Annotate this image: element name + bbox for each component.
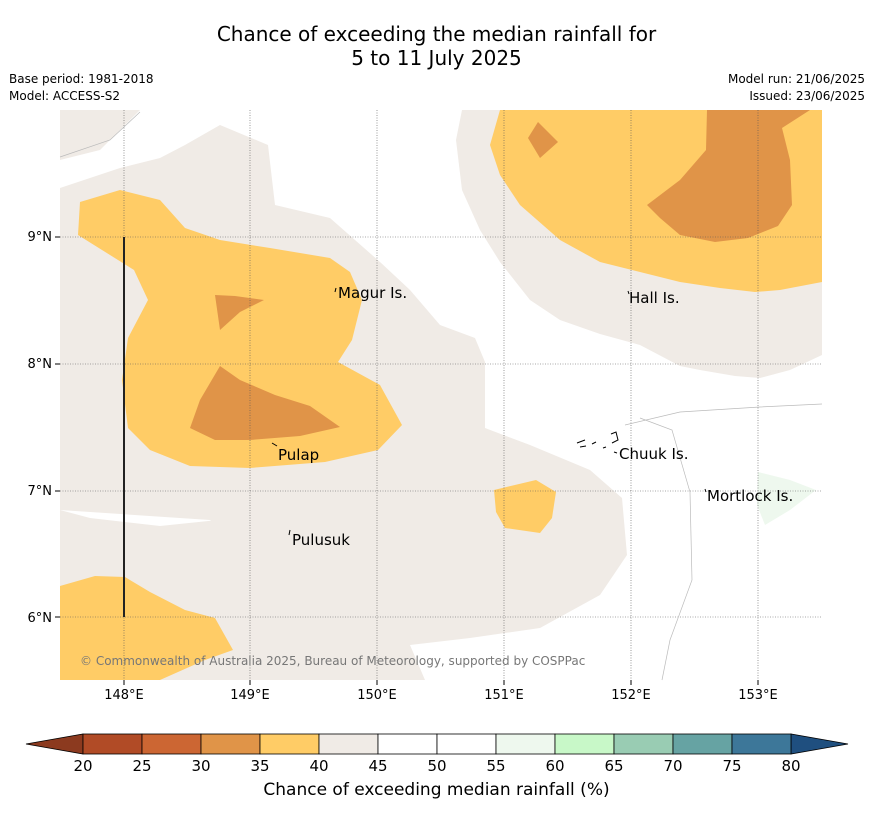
region-55-60-east bbox=[757, 472, 816, 525]
region-30-35-west-a bbox=[215, 295, 264, 330]
colorbar-under-arrow bbox=[25, 733, 84, 755]
region-30-35-west-b bbox=[190, 366, 340, 440]
colorbar-tick-label: 30 bbox=[191, 757, 210, 775]
colorbar-segment bbox=[731, 733, 792, 755]
issued-date: Issued: 23/06/2025 bbox=[749, 89, 865, 103]
lon-label: 149°E bbox=[230, 688, 270, 703]
colorbar-segment bbox=[613, 733, 674, 755]
colorbar-tick-label: 50 bbox=[427, 757, 446, 775]
colorbar-tick-label: 35 bbox=[250, 757, 269, 775]
lat-label: 6°N bbox=[28, 611, 53, 626]
place-hall: Hall Is. bbox=[629, 289, 680, 307]
colorbar-tick-label: 25 bbox=[132, 757, 151, 775]
latitude-labels: 9°N 8°N 7°N 6°N bbox=[28, 230, 53, 626]
lat-label: 8°N bbox=[28, 357, 53, 372]
region-30-35-northeast-a bbox=[528, 122, 558, 158]
colorbar-tick-label: 20 bbox=[73, 757, 92, 775]
colorbar-tick-label: 70 bbox=[663, 757, 682, 775]
region-35-40-west bbox=[78, 190, 402, 468]
longitude-labels: 148°E 149°E 150°E 151°E 152°E 153°E bbox=[104, 688, 778, 703]
model-name: Model: ACCESS-S2 bbox=[9, 89, 121, 103]
lat-label: 7°N bbox=[28, 484, 53, 499]
colorbar-segment bbox=[200, 733, 261, 755]
lon-label: 152°E bbox=[611, 688, 651, 703]
place-pulusuk: Pulusuk bbox=[292, 531, 350, 549]
lon-label: 151°E bbox=[484, 688, 524, 703]
meta-left: Base period: 1981-2018 Model: ACCESS-S2 bbox=[9, 71, 154, 105]
colorbar: 20 25 30 35 40 45 50 55 60 65 70 75 80 bbox=[25, 733, 849, 775]
colorbar-segment bbox=[554, 733, 615, 755]
base-period: Base period: 1981-2018 bbox=[9, 72, 154, 86]
colorbar-tick-label: 55 bbox=[486, 757, 505, 775]
lat-label: 9°N bbox=[28, 230, 53, 245]
colorbar-tick-label: 40 bbox=[309, 757, 328, 775]
colorbar-segment bbox=[495, 733, 556, 755]
colorbar-tick-label: 65 bbox=[604, 757, 623, 775]
latitude-ticks bbox=[55, 236, 60, 618]
colorbar-tick-label: 75 bbox=[722, 757, 741, 775]
colorbar-segment bbox=[377, 733, 438, 755]
map-title: Chance of exceeding the median rainfall … bbox=[0, 22, 873, 70]
island-glyphs bbox=[271, 287, 707, 536]
longitude-ticks bbox=[123, 680, 759, 685]
region-35-40-east bbox=[494, 480, 556, 533]
copyright-notice: © Commonwealth of Australia 2025, Bureau… bbox=[80, 654, 586, 668]
colorbar-segment bbox=[318, 733, 379, 755]
colorbar-segment bbox=[141, 733, 202, 755]
colorbar-tick-label: 60 bbox=[545, 757, 564, 775]
colorbar-tick-label: 45 bbox=[368, 757, 387, 775]
boundary-lines bbox=[59, 111, 823, 681]
region-30-35-northeast-b bbox=[647, 110, 810, 242]
lon-label: 148°E bbox=[104, 688, 144, 703]
model-run: Model run: 21/06/2025 bbox=[727, 72, 865, 86]
place-labels: Magur Is. Hall Is. Pulap Chuuk Is. Mortl… bbox=[278, 284, 793, 549]
place-magur: Magur Is. bbox=[338, 284, 407, 302]
meta-right: Model run: 21/06/2025 Issued: 23/06/2025 bbox=[728, 71, 865, 105]
lon-label: 150°E bbox=[357, 688, 397, 703]
place-mortlock: Mortlock Is. bbox=[707, 487, 793, 505]
colorbar-tick-label: 80 bbox=[781, 757, 800, 775]
title-line-1: Chance of exceeding the median rainfall … bbox=[216, 22, 657, 46]
colorbar-segment bbox=[259, 733, 320, 755]
rainfall-field bbox=[60, 110, 822, 680]
region-40-45-west bbox=[60, 110, 140, 160]
region-35-40-southwest bbox=[60, 576, 233, 680]
colorbar-segment bbox=[436, 733, 497, 755]
colorbar-segment bbox=[672, 733, 733, 755]
colorbar-label: Chance of exceeding median rainfall (%) bbox=[263, 780, 610, 800]
lon-label: 153°E bbox=[738, 688, 778, 703]
title-line-2: 5 to 11 July 2025 bbox=[351, 46, 522, 70]
place-pulap: Pulap bbox=[278, 446, 319, 464]
colorbar-over-arrow bbox=[790, 733, 849, 755]
place-chuuk: Chuuk Is. bbox=[619, 445, 688, 463]
colorbar-segment bbox=[82, 733, 143, 755]
